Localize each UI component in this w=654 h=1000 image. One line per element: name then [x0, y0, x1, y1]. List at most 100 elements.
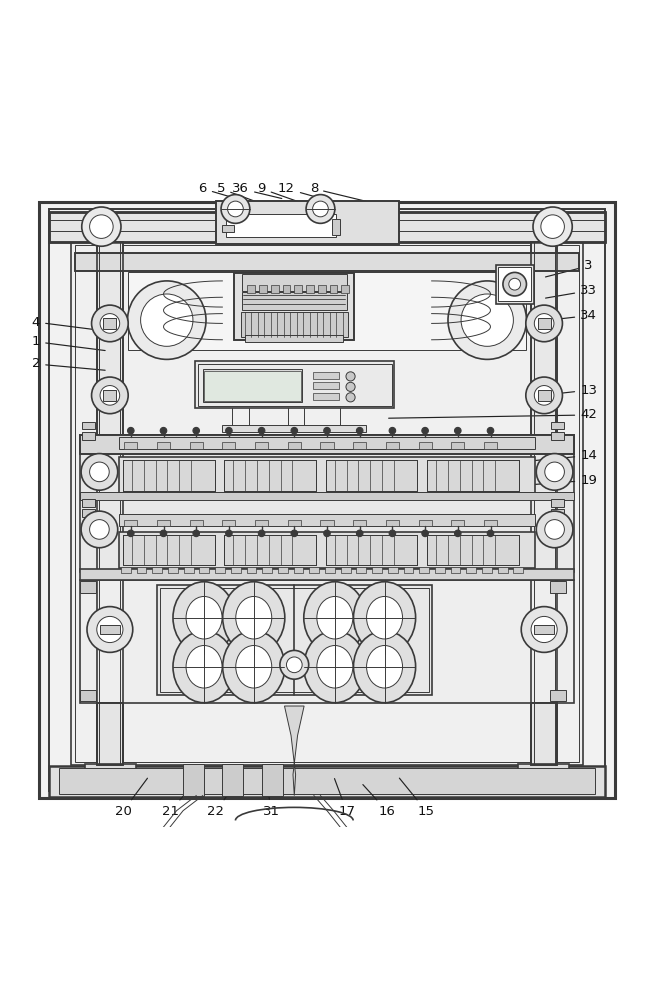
- Bar: [255, 442, 268, 449]
- Bar: [241, 312, 348, 336]
- Bar: [372, 567, 382, 573]
- Bar: [80, 569, 574, 580]
- Bar: [262, 764, 283, 796]
- Circle shape: [141, 294, 193, 346]
- Circle shape: [533, 207, 572, 246]
- Bar: [288, 520, 301, 526]
- Bar: [484, 520, 497, 526]
- Circle shape: [503, 272, 526, 296]
- Bar: [531, 703, 557, 765]
- Text: 5: 5: [217, 182, 259, 203]
- Bar: [75, 245, 579, 762]
- Bar: [294, 285, 302, 293]
- Bar: [388, 567, 398, 573]
- Text: 12: 12: [278, 182, 337, 203]
- Ellipse shape: [235, 646, 272, 688]
- Bar: [341, 285, 349, 293]
- Circle shape: [193, 530, 199, 537]
- Bar: [451, 520, 464, 526]
- Bar: [259, 285, 267, 293]
- Bar: [278, 567, 288, 573]
- Bar: [247, 285, 255, 293]
- Circle shape: [422, 427, 428, 434]
- Bar: [427, 460, 519, 491]
- Bar: [59, 768, 595, 794]
- Circle shape: [291, 427, 298, 434]
- Bar: [326, 535, 417, 565]
- Bar: [294, 567, 303, 573]
- Circle shape: [356, 427, 363, 434]
- Circle shape: [97, 616, 123, 643]
- Bar: [80, 435, 574, 454]
- Circle shape: [160, 530, 167, 537]
- Bar: [550, 690, 566, 701]
- Bar: [234, 273, 354, 340]
- Circle shape: [286, 657, 302, 673]
- Bar: [168, 567, 178, 573]
- Text: 9: 9: [258, 182, 301, 203]
- Bar: [119, 437, 535, 449]
- Bar: [100, 625, 120, 634]
- Circle shape: [258, 427, 265, 434]
- Bar: [160, 588, 429, 692]
- Ellipse shape: [317, 646, 353, 688]
- Bar: [204, 371, 301, 401]
- Circle shape: [226, 530, 232, 537]
- Bar: [330, 285, 337, 293]
- Bar: [332, 219, 340, 235]
- Bar: [551, 499, 564, 507]
- Ellipse shape: [317, 596, 353, 639]
- Circle shape: [534, 386, 554, 405]
- Circle shape: [258, 530, 265, 537]
- Bar: [451, 442, 464, 449]
- Bar: [121, 567, 131, 573]
- Bar: [123, 460, 215, 491]
- Bar: [234, 273, 354, 340]
- Circle shape: [324, 530, 330, 537]
- Bar: [157, 585, 432, 695]
- Bar: [534, 625, 554, 634]
- Circle shape: [422, 530, 428, 537]
- Bar: [75, 253, 579, 271]
- Ellipse shape: [235, 596, 272, 639]
- Bar: [326, 535, 417, 565]
- Bar: [419, 567, 429, 573]
- Bar: [262, 567, 272, 573]
- Circle shape: [90, 520, 109, 539]
- Bar: [518, 764, 569, 780]
- Circle shape: [526, 305, 562, 342]
- Bar: [326, 460, 417, 491]
- Bar: [123, 535, 215, 565]
- Text: 17: 17: [334, 779, 355, 818]
- Bar: [39, 202, 615, 798]
- Circle shape: [100, 314, 120, 333]
- Bar: [157, 442, 170, 449]
- Bar: [356, 567, 366, 573]
- Bar: [288, 442, 301, 449]
- Bar: [531, 242, 557, 765]
- Circle shape: [92, 377, 128, 414]
- Bar: [538, 318, 551, 329]
- Circle shape: [389, 530, 396, 537]
- Text: 19: 19: [487, 474, 597, 488]
- Bar: [80, 581, 96, 593]
- Bar: [242, 292, 347, 310]
- Bar: [49, 766, 605, 797]
- Circle shape: [509, 278, 521, 290]
- Text: 16: 16: [363, 785, 396, 818]
- Bar: [466, 567, 476, 573]
- Bar: [404, 567, 413, 573]
- Bar: [215, 567, 225, 573]
- Bar: [551, 422, 564, 429]
- Bar: [80, 492, 574, 500]
- Circle shape: [526, 377, 562, 414]
- Bar: [80, 435, 574, 454]
- Circle shape: [221, 195, 250, 223]
- Bar: [184, 567, 194, 573]
- Circle shape: [128, 427, 134, 434]
- Bar: [419, 520, 432, 526]
- Bar: [128, 272, 526, 350]
- Bar: [386, 520, 399, 526]
- Circle shape: [82, 207, 121, 246]
- Bar: [551, 509, 564, 517]
